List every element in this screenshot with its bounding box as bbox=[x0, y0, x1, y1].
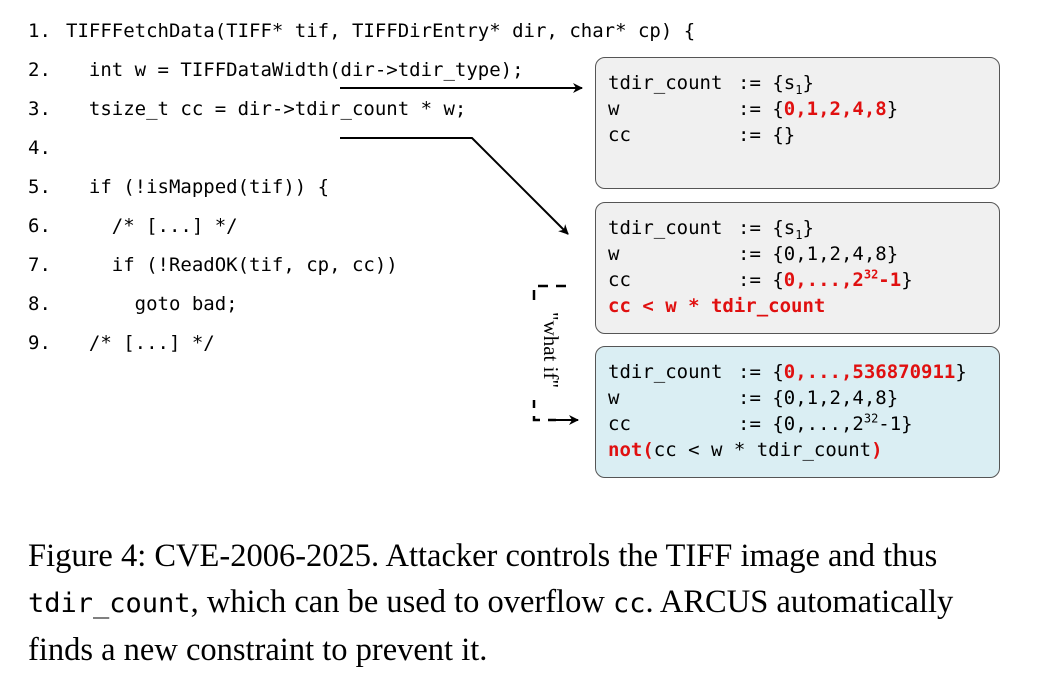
line-number: 3. bbox=[28, 98, 51, 120]
line-number: 5. bbox=[28, 176, 51, 198]
box2-constraint: cc < w * tdir_count bbox=[608, 295, 826, 317]
line-number: 6. bbox=[28, 215, 51, 237]
code-line-5: 5. if (!isMapped(tif)) { bbox=[28, 176, 329, 198]
code-text: if (!ReadOK(tif, cp, cc)) bbox=[66, 254, 398, 276]
code-text: int w = TIFFDataWidth(dir->tdir_type); bbox=[66, 59, 524, 81]
box3-cc-row: cc:= {0,...,232-1} bbox=[608, 411, 913, 435]
line-number: 4. bbox=[28, 137, 51, 159]
line-number: 9. bbox=[28, 332, 51, 354]
state-box-2: tdir_count:= {s1} w:= {0,1,2,4,8} cc:= {… bbox=[595, 202, 1000, 334]
line-number: 1. bbox=[28, 20, 51, 42]
box2-cc-row: cc:= {0,...,232-1} bbox=[608, 267, 913, 291]
state-box-1: tdir_count:= {s1} w:= {0,1,2,4,8} cc:= {… bbox=[595, 57, 1000, 189]
code-line-9: 9. /* [...] */ bbox=[28, 332, 215, 354]
box3-w-row: w:= {0,1,2,4,8} bbox=[608, 387, 899, 409]
line-number: 8. bbox=[28, 293, 51, 315]
box3-tdir-count-row: tdir_count:= {0,...,536870911} bbox=[608, 361, 967, 383]
box2-w-row: w:= {0,1,2,4,8} bbox=[608, 243, 899, 265]
box1-cc-row: cc:= {} bbox=[608, 124, 796, 146]
box3-constraint-row: not(cc < w * tdir_count) bbox=[608, 439, 883, 461]
code-line-3: 3. tsize_t cc = dir->tdir_count * w; bbox=[28, 98, 466, 120]
code-line-8: 8. goto bad; bbox=[28, 293, 238, 315]
box2-tdir-count-row: tdir_count:= {s1} bbox=[608, 217, 814, 242]
code-line-4: 4. bbox=[28, 137, 66, 159]
line-number: 2. bbox=[28, 59, 51, 81]
code-line-2: 2. int w = TIFFDataWidth(dir->tdir_type)… bbox=[28, 59, 524, 81]
code-text: /* [...] */ bbox=[66, 215, 238, 237]
code-text: /* [...] */ bbox=[66, 332, 215, 354]
state-box-3: tdir_count:= {0,...,536870911} w:= {0,1,… bbox=[595, 346, 1000, 478]
code-line-1: 1. TIFFFetchData(TIFF* tif, TIFFDirEntry*… bbox=[28, 20, 695, 42]
what-if-label: "what if" bbox=[526, 300, 576, 400]
code-line-6: 6. /* [...] */ bbox=[28, 215, 238, 237]
box1-tdir-count-row: tdir_count:= {s1} bbox=[608, 72, 814, 97]
figure-caption: Figure 4: CVE-2006-2025. Attacker contro… bbox=[28, 538, 954, 668]
code-text: TIFFFetchData(TIFF* tif, TIFFDirEntry* d… bbox=[66, 20, 696, 42]
code-text: tsize_t cc = dir->tdir_count * w; bbox=[66, 98, 467, 120]
line-number: 7. bbox=[28, 254, 51, 276]
box1-w-row: w:= {0,1,2,4,8} bbox=[608, 98, 899, 120]
code-text: goto bad; bbox=[66, 293, 238, 315]
code-text: if (!isMapped(tif)) { bbox=[66, 176, 330, 198]
code-line-7: 7. if (!ReadOK(tif, cp, cc)) bbox=[28, 254, 398, 276]
arrow-line4-to-box2 bbox=[340, 137, 569, 235]
